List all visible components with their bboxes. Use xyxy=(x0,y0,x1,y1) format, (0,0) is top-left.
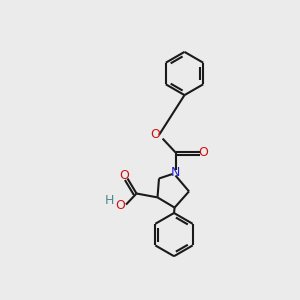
Text: H: H xyxy=(105,194,114,208)
Text: O: O xyxy=(116,199,125,212)
Text: O: O xyxy=(198,146,208,159)
Text: O: O xyxy=(120,169,129,182)
Text: O: O xyxy=(151,128,160,142)
Text: N: N xyxy=(171,166,180,179)
